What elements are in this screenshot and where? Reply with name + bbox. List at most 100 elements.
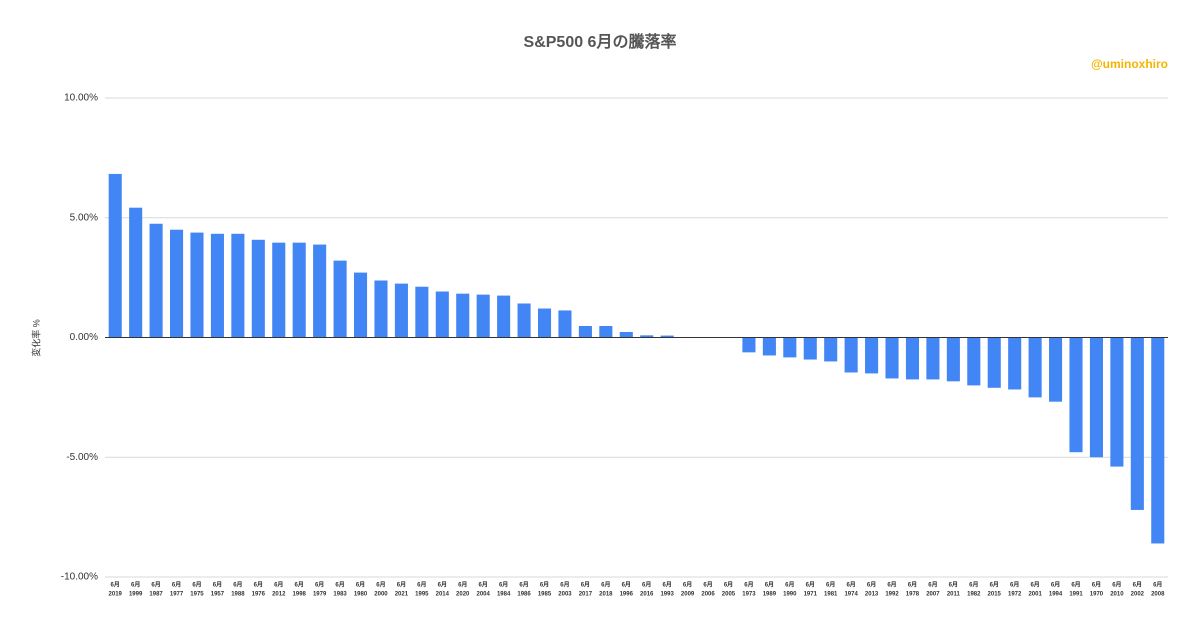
x-tick-label: 1979 (313, 592, 327, 598)
bar (210, 233, 224, 338)
bar (1008, 337, 1022, 390)
x-tick-label: 1988 (231, 592, 245, 598)
x-tick-label: 1990 (783, 592, 797, 598)
bar (313, 244, 327, 338)
x-tick-label: 6月 (887, 581, 896, 589)
x-tick-label: 1985 (538, 592, 552, 598)
bar (231, 233, 245, 338)
bar (803, 337, 817, 360)
x-tick-label: 6月 (540, 581, 549, 589)
y-tick-label: -5.00% (66, 452, 98, 463)
x-tick-label: 6月 (295, 581, 304, 589)
bar (926, 337, 940, 380)
x-tick-label: 2013 (865, 592, 879, 598)
bar (394, 283, 408, 338)
x-tick-label: 1993 (660, 592, 674, 598)
bar (742, 337, 756, 353)
x-tick-label: 2000 (374, 592, 388, 598)
bar (599, 326, 613, 338)
bar (497, 295, 511, 338)
x-tick-label: 6月 (1153, 581, 1162, 589)
bar (108, 173, 122, 338)
bar (946, 337, 960, 382)
bar (353, 272, 368, 338)
x-tick-label: 1983 (333, 592, 347, 598)
bar (967, 337, 981, 386)
x-tick-label: 2011 (947, 592, 961, 598)
x-tick-label: 6月 (949, 581, 958, 589)
x-tick-label: 2019 (109, 592, 123, 598)
x-tick-label: 1981 (824, 592, 838, 598)
x-tick-label: 2016 (640, 592, 654, 598)
x-tick-label: 2001 (1028, 592, 1042, 598)
x-tick-label: 6月 (1133, 581, 1142, 589)
bar (1151, 337, 1165, 544)
x-tick-label: 6月 (724, 581, 733, 589)
x-tick-label: 1998 (293, 592, 307, 598)
bar (844, 337, 858, 373)
y-tick-label: 10.00% (64, 93, 98, 104)
x-tick-label: 1975 (190, 592, 204, 598)
bar (1028, 337, 1042, 398)
x-tick-label: 2020 (456, 592, 470, 598)
chart-title: S&P500 6月の騰落率 (524, 32, 677, 51)
x-tick-label: 6月 (806, 581, 815, 589)
y-axis-label: 変化率 % (30, 319, 41, 357)
bar (517, 303, 531, 338)
x-tick-label: 1972 (1008, 592, 1022, 598)
x-tick-label: 1991 (1069, 592, 1083, 598)
x-tick-label: 6月 (254, 581, 263, 589)
x-tick-label: 6月 (928, 581, 937, 589)
x-tick-label: 1982 (967, 592, 981, 598)
y-tick-label: 5.00% (70, 212, 98, 223)
x-tick-label: 6月 (683, 581, 692, 589)
x-tick-label: 2018 (599, 592, 613, 598)
x-tick-label: 6月 (744, 581, 753, 589)
x-tick-label: 6月 (1030, 581, 1039, 589)
bar (170, 229, 184, 338)
x-tick-label: 6月 (417, 581, 426, 589)
x-tick-label: 6月 (601, 581, 610, 589)
x-tick-label: 1974 (844, 592, 858, 598)
x-tick-label: 1989 (763, 592, 777, 598)
bar (333, 260, 347, 338)
x-tick-label: 1984 (497, 592, 511, 598)
x-tick-label: 6月 (438, 581, 447, 589)
y-tick-label: -10.00% (61, 572, 98, 583)
x-tick-label: 6月 (826, 581, 835, 589)
x-tick-label: 6月 (990, 581, 999, 589)
bar (1069, 337, 1083, 453)
bar (537, 308, 552, 338)
x-tick-label: 1996 (620, 592, 634, 598)
x-tick-label: 6月 (765, 581, 774, 589)
bar (1130, 337, 1144, 510)
x-tick-label: 6月 (233, 581, 242, 589)
x-tick-label: 1987 (149, 592, 163, 598)
bar (885, 337, 899, 379)
x-tick-label: 6月 (785, 581, 794, 589)
bar (1110, 337, 1124, 467)
x-tick-label: 6月 (376, 581, 385, 589)
x-tick-label: 6月 (908, 581, 917, 589)
x-tick-label: 1977 (170, 592, 184, 598)
x-tick-label: 1992 (885, 592, 899, 598)
x-tick-label: 6月 (1051, 581, 1060, 589)
x-tick-label: 6月 (458, 581, 467, 589)
x-tick-label: 6月 (111, 581, 120, 589)
x-tick-label: 2005 (722, 592, 736, 598)
x-tick-label: 2007 (926, 592, 940, 598)
bar (251, 239, 265, 338)
x-tick-label: 6月 (519, 581, 528, 589)
x-tick-label: 2021 (395, 592, 409, 598)
bar (905, 337, 920, 380)
bar (476, 294, 490, 338)
bar (824, 337, 838, 362)
bar (1089, 337, 1103, 458)
x-tick-label: 1970 (1090, 592, 1104, 598)
bar (640, 335, 654, 338)
bar (558, 310, 572, 338)
x-tick-label: 2012 (272, 592, 286, 598)
bar (292, 242, 306, 338)
x-tick-label: 6月 (397, 581, 406, 589)
x-tick-label: 1980 (354, 592, 368, 598)
